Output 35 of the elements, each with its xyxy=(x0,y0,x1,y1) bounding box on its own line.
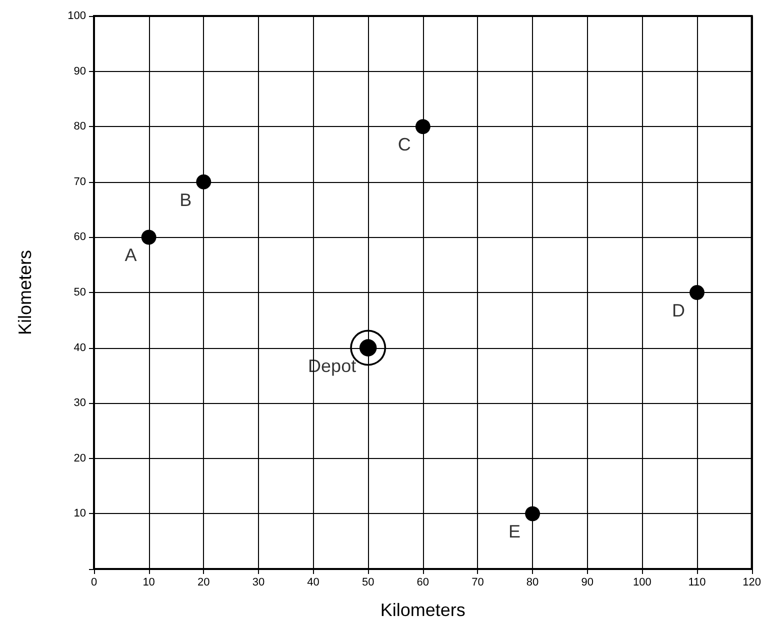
y-tick-label: 80 xyxy=(74,120,86,133)
annotation: B xyxy=(180,190,192,210)
annotation: D xyxy=(672,300,686,320)
x-tick-label: 110 xyxy=(688,576,706,588)
x-tick-label: 120 xyxy=(742,576,762,588)
point xyxy=(525,506,540,522)
x-tick-label: 90 xyxy=(581,576,594,588)
x-tick-label: 10 xyxy=(142,576,155,588)
x-tick-label: 0 xyxy=(90,576,98,588)
x-tick-label: 60 xyxy=(416,576,430,588)
x-tick-label: 80 xyxy=(526,576,539,588)
x-tick-label: 30 xyxy=(252,576,265,588)
y-tick-label: 90 xyxy=(74,65,86,78)
point xyxy=(690,285,705,300)
annotation: E xyxy=(508,522,521,542)
x-tick-label: 70 xyxy=(472,576,484,588)
point xyxy=(196,174,212,190)
x-tick-label: 50 xyxy=(362,576,374,588)
y-tick-label: 70 xyxy=(74,176,86,188)
point xyxy=(141,230,156,245)
x-tick-label: 20 xyxy=(198,576,210,588)
x-axis-title: Kilometers xyxy=(380,600,466,620)
y-tick-label: 60 xyxy=(74,231,86,244)
y-tick-label: 10 xyxy=(74,508,86,520)
y-axis-title: Kilometers xyxy=(15,250,35,336)
point xyxy=(415,119,430,134)
annotation: A xyxy=(124,245,137,266)
y-tick-label: 20 xyxy=(74,452,86,464)
y-tick-label: 100 xyxy=(68,10,86,22)
x-tick-label: 100 xyxy=(633,576,652,588)
y-tick-label: 30 xyxy=(74,397,86,410)
annotation: C xyxy=(398,134,411,155)
y-tick-label: 40 xyxy=(74,342,86,354)
x-tick-label: 40 xyxy=(307,576,320,588)
y-tick-label: 50 xyxy=(74,286,86,298)
